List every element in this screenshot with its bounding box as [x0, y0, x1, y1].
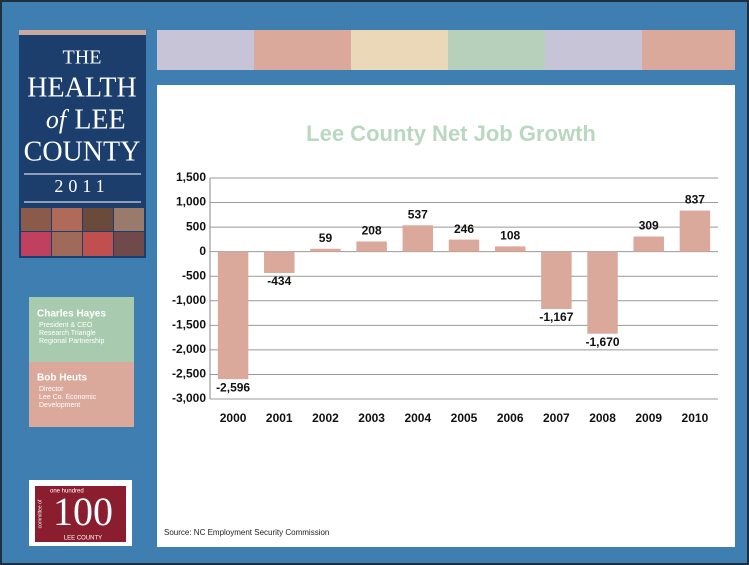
y-tick-label: -500: [182, 268, 206, 282]
logo-line: COUNTY: [24, 136, 141, 167]
value-label: 837: [685, 193, 705, 207]
x-tick-label: 2009: [635, 411, 662, 425]
y-tick-label: -3,000: [172, 391, 206, 405]
x-tick-label: 2001: [266, 411, 293, 425]
y-tick-label: 1,000: [176, 195, 206, 209]
value-label: -1,167: [539, 310, 573, 324]
x-tick-label: 2007: [543, 411, 570, 425]
y-tick-label: -2,000: [172, 342, 206, 356]
speaker-line: Research Triangle: [39, 330, 96, 337]
logo-line: of: [46, 105, 70, 134]
bar: [310, 248, 341, 252]
logo-line: HEALTH: [27, 72, 136, 103]
speaker-line: President & CEO: [39, 322, 93, 329]
badge-bottom: LEE COUNTY: [64, 536, 102, 542]
x-tick-label: 2002: [312, 411, 339, 425]
value-label: 309: [639, 219, 659, 233]
bar: [217, 251, 249, 380]
speaker-box: [29, 362, 134, 427]
color-strip: [157, 30, 735, 70]
bar: [587, 251, 618, 334]
x-tick-label: 2010: [682, 411, 709, 425]
bar: [679, 210, 711, 252]
bar: [448, 239, 480, 252]
x-tick-label: 2000: [220, 411, 247, 425]
logo: THE HEALTH of LEE COUNTY 2011: [19, 30, 146, 258]
chart-title: Lee County Net Job Growth: [306, 121, 596, 146]
y-tick-label: 0: [199, 244, 206, 258]
logo-line: 2011: [54, 176, 109, 196]
x-tick-label: 2005: [451, 411, 478, 425]
speaker-line: Development: [39, 402, 80, 409]
speaker-name: Bob Heuts: [37, 373, 87, 384]
x-tick-label: 2006: [497, 411, 524, 425]
y-tick-label: -1,500: [172, 318, 206, 332]
value-label: 208: [362, 224, 382, 238]
value-label: -2,596: [216, 380, 250, 394]
badge-number: 100: [53, 489, 113, 534]
bar: [633, 236, 664, 252]
value-label: 59: [319, 231, 333, 245]
y-tick-label: -2,500: [172, 367, 206, 381]
value-label: -1,670: [586, 335, 620, 349]
value-label: 108: [500, 229, 520, 243]
source-note: Source: NC Employment Security Commissio…: [164, 528, 329, 537]
speaker-line: Director: [39, 386, 64, 393]
value-label: -434: [267, 274, 291, 288]
bar: [494, 246, 526, 252]
x-tick-label: 2008: [589, 411, 616, 425]
badge-top: one hundred: [50, 489, 84, 495]
y-tick-label: 1,500: [176, 170, 206, 184]
logo-line: THE: [63, 47, 102, 69]
badge-side: committee of: [37, 499, 43, 528]
badge: one hundred 100 committee of LEE COUNTY: [29, 480, 132, 546]
bar: [541, 251, 572, 309]
y-tick-label: -1,000: [172, 293, 206, 307]
y-tick-label: 500: [186, 219, 206, 233]
speaker-box: [29, 297, 134, 362]
photo-strip: [21, 208, 144, 256]
x-tick-label: 2003: [358, 411, 385, 425]
logo-line: LEE: [74, 104, 125, 135]
value-label: 537: [408, 207, 428, 221]
chart-panel: [157, 85, 735, 547]
speaker-line: Lee Co. Economic: [39, 394, 97, 401]
x-tick-label: 2004: [404, 411, 431, 425]
bar: [356, 241, 387, 252]
bar: [264, 251, 295, 273]
speaker-name: Charles Hayes: [37, 309, 106, 320]
bar: [402, 225, 434, 252]
speaker-line: Regional Partnership: [39, 338, 104, 345]
value-label: 246: [454, 222, 474, 236]
